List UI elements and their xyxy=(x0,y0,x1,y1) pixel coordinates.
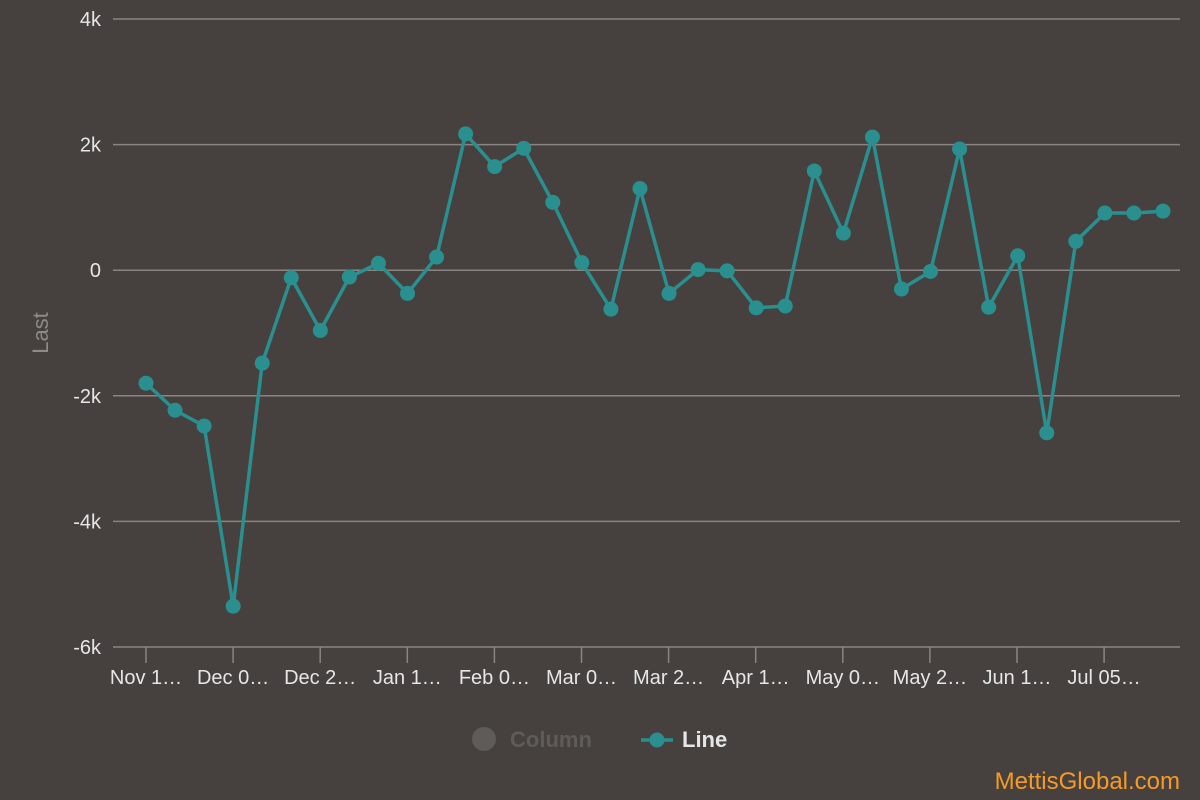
x-tick-label: Jul 05… xyxy=(1067,667,1140,689)
data-point[interactable] xyxy=(458,126,474,142)
series-line[interactable] xyxy=(138,126,1171,614)
data-point[interactable] xyxy=(196,418,212,434)
x-tick-label: Mar 0… xyxy=(546,667,617,689)
x-tick-label: Apr 1… xyxy=(722,667,790,689)
y-tick-label: -4k xyxy=(73,511,102,533)
data-point[interactable] xyxy=(690,262,706,278)
y-axis-ticks: 4k 2k 0 -2k -4k -6k xyxy=(73,9,102,659)
credit-text[interactable]: MettisGlobal.com xyxy=(995,768,1180,795)
data-point[interactable] xyxy=(981,299,997,315)
y-tick-label: -6k xyxy=(73,637,102,659)
legend-item-column[interactable]: Column xyxy=(472,727,592,752)
series-line-path[interactable] xyxy=(144,132,1164,608)
data-point[interactable] xyxy=(1010,248,1026,264)
x-tick-label: May 0… xyxy=(806,667,880,689)
x-tick-label: Mar 2… xyxy=(633,667,704,689)
x-tick-label: Dec 2… xyxy=(284,667,356,689)
data-point[interactable] xyxy=(545,194,561,210)
data-point[interactable] xyxy=(225,598,241,614)
data-point[interactable] xyxy=(923,263,939,279)
data-point[interactable] xyxy=(1097,205,1113,221)
data-point[interactable] xyxy=(748,300,764,316)
data-point[interactable] xyxy=(864,129,880,145)
data-point[interactable] xyxy=(806,163,822,179)
data-point[interactable] xyxy=(719,263,735,279)
y-tick-label: 4k xyxy=(80,9,102,31)
data-point[interactable] xyxy=(1039,425,1055,441)
legend-label-line: Line xyxy=(682,727,727,752)
data-point[interactable] xyxy=(341,269,357,285)
data-point[interactable] xyxy=(603,301,619,317)
x-tick-label: Feb 0… xyxy=(459,667,530,689)
data-point[interactable] xyxy=(283,270,299,286)
y-tick-label: 0 xyxy=(90,260,101,282)
data-point[interactable] xyxy=(487,159,503,175)
data-point[interactable] xyxy=(893,281,909,297)
legend-item-line[interactable]: Line xyxy=(641,727,727,752)
data-point[interactable] xyxy=(516,140,532,156)
data-point[interactable] xyxy=(254,355,270,371)
data-point[interactable] xyxy=(632,181,648,197)
data-point[interactable] xyxy=(952,141,968,157)
x-tick-label: Jun 1… xyxy=(983,667,1052,689)
data-point[interactable] xyxy=(400,285,416,301)
x-tick-label: May 2… xyxy=(893,667,967,689)
y-tick-label: -2k xyxy=(73,386,102,408)
legend-label-column: Column xyxy=(510,727,592,752)
x-tick-label: Nov 1… xyxy=(110,667,182,689)
x-axis-ticks: Nov 1… Dec 0… Dec 2… Jan 1… Feb 0… Mar 0… Mar … xyxy=(110,647,1141,689)
data-point[interactable] xyxy=(167,402,183,418)
data-point[interactable] xyxy=(1126,205,1142,221)
data-point[interactable] xyxy=(1155,203,1171,219)
data-point[interactable] xyxy=(138,375,154,391)
grid-lines xyxy=(113,18,1180,648)
data-point[interactable] xyxy=(429,249,445,265)
data-point[interactable] xyxy=(574,255,590,271)
legend: Column Line xyxy=(472,727,727,752)
x-tick-label: Jan 1… xyxy=(373,667,442,689)
data-point[interactable] xyxy=(661,285,677,301)
y-tick-label: 2k xyxy=(80,135,102,157)
data-point[interactable] xyxy=(1068,233,1084,249)
data-point[interactable] xyxy=(835,225,851,241)
data-point[interactable] xyxy=(777,298,793,314)
y-axis-title: Last xyxy=(28,312,53,354)
legend-marker-line xyxy=(649,732,665,748)
legend-marker-column xyxy=(472,727,496,751)
data-point[interactable] xyxy=(312,322,328,338)
x-tick-label: Dec 0… xyxy=(197,667,269,689)
data-point[interactable] xyxy=(370,255,386,271)
